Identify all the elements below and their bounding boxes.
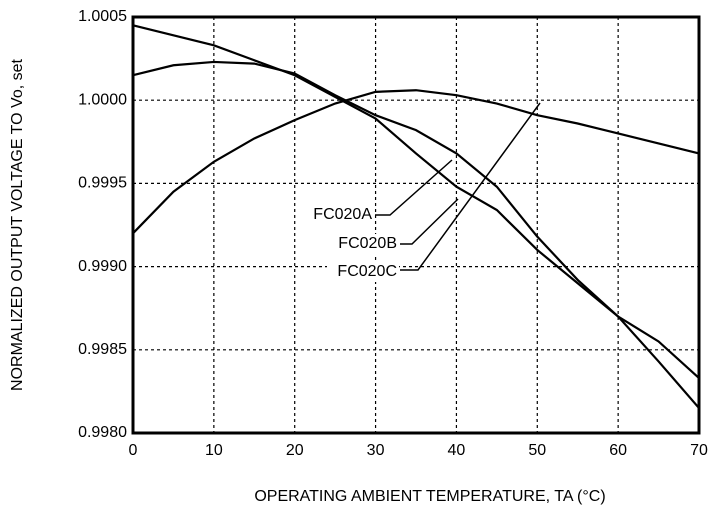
legend-bg — [327, 234, 399, 254]
leader-line — [400, 102, 541, 271]
legend-label: FC020B — [338, 235, 397, 252]
x-tick-label: 20 — [286, 442, 304, 459]
line — [132, 24, 700, 409]
x-tick-label: 0 — [129, 442, 138, 459]
line — [132, 89, 700, 235]
x-tick-label: 50 — [528, 442, 546, 459]
x-tick-label: 60 — [609, 442, 627, 459]
plot-frame — [131, 15, 701, 435]
x-tick-label: 40 — [448, 442, 466, 459]
y-tick-label: 0.9995 — [78, 175, 127, 192]
legend-bg — [302, 205, 374, 225]
x-axis-label: OPERATING AMBIENT TEMPERATURE, TA (°C) — [254, 488, 605, 505]
legend-label: FC020C — [337, 263, 397, 280]
y-tick-label: 0.9980 — [78, 424, 127, 441]
leader-line — [375, 159, 453, 216]
legend-label: FC020A — [313, 206, 372, 223]
line — [132, 60, 700, 379]
y-tick-label: 0.9990 — [78, 258, 127, 275]
y-tick-label: 1.0000 — [78, 91, 127, 108]
x-tick-label: 30 — [367, 442, 385, 459]
x-tick-label: 70 — [690, 442, 708, 459]
y-axis-label: NORMALIZED OUTPUT VOLTAGE TO Vo, set — [9, 58, 26, 390]
x-tick-label: 10 — [205, 442, 223, 459]
leader-line — [400, 198, 459, 245]
y-tick-label: 0.9985 — [78, 341, 127, 358]
y-tick-label: 1.0005 — [78, 8, 127, 25]
legend-bg — [327, 262, 399, 282]
